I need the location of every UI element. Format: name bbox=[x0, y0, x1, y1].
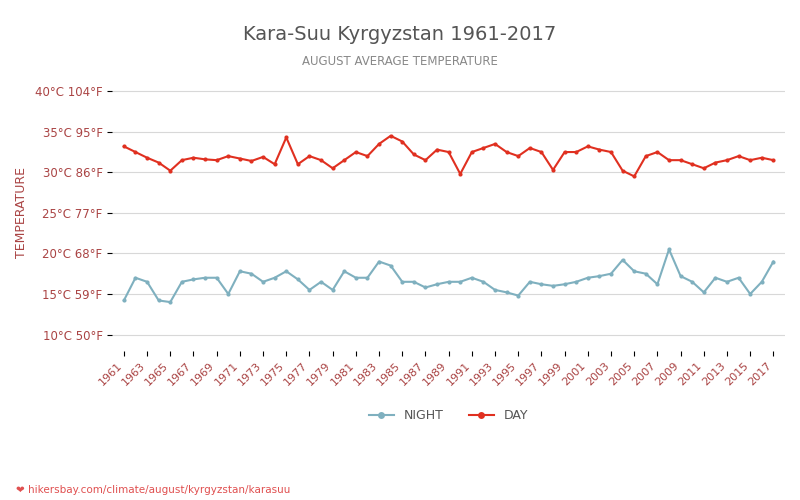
Y-axis label: TEMPERATURE: TEMPERATURE bbox=[15, 168, 28, 258]
NIGHT bbox=[166, 299, 175, 305]
NIGHT bbox=[664, 246, 674, 252]
NIGHT bbox=[571, 279, 581, 285]
NIGHT bbox=[142, 279, 152, 285]
DAY bbox=[119, 144, 129, 150]
Line: NIGHT: NIGHT bbox=[122, 248, 775, 304]
DAY bbox=[583, 144, 593, 150]
DAY bbox=[142, 154, 152, 160]
NIGHT bbox=[154, 298, 163, 304]
DAY bbox=[154, 160, 163, 166]
DAY bbox=[630, 174, 639, 180]
DAY bbox=[386, 133, 395, 139]
Text: Kara-Suu Kyrgyzstan 1961-2017: Kara-Suu Kyrgyzstan 1961-2017 bbox=[243, 25, 557, 44]
DAY bbox=[409, 152, 418, 158]
Text: ❤ hikersbay.com/climate/august/kyrgyzstan/karasuu: ❤ hikersbay.com/climate/august/kyrgyzsta… bbox=[16, 485, 290, 495]
DAY bbox=[769, 157, 778, 163]
NIGHT bbox=[119, 298, 129, 304]
Line: DAY: DAY bbox=[122, 134, 775, 178]
NIGHT bbox=[409, 279, 418, 285]
Legend: NIGHT, DAY: NIGHT, DAY bbox=[364, 404, 534, 427]
NIGHT bbox=[305, 287, 314, 293]
DAY bbox=[293, 161, 302, 167]
DAY bbox=[571, 149, 581, 155]
NIGHT bbox=[769, 258, 778, 264]
Text: AUGUST AVERAGE TEMPERATURE: AUGUST AVERAGE TEMPERATURE bbox=[302, 55, 498, 68]
NIGHT bbox=[583, 275, 593, 281]
